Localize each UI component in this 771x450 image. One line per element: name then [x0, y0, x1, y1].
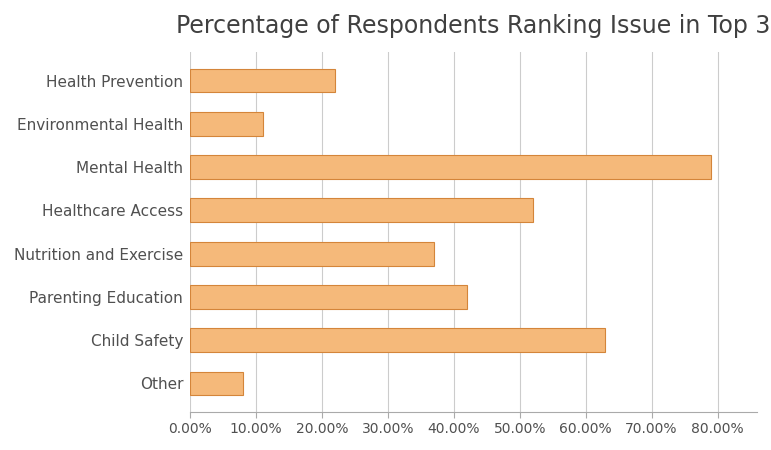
- Bar: [190, 155, 711, 179]
- Bar: [190, 198, 533, 222]
- Title: Percentage of Respondents Ranking Issue in Top 3: Percentage of Respondents Ranking Issue …: [177, 14, 771, 38]
- Bar: [190, 242, 434, 266]
- Bar: [190, 372, 243, 396]
- Bar: [190, 69, 335, 92]
- Bar: [190, 112, 263, 136]
- Bar: [190, 328, 605, 352]
- Bar: [190, 285, 467, 309]
